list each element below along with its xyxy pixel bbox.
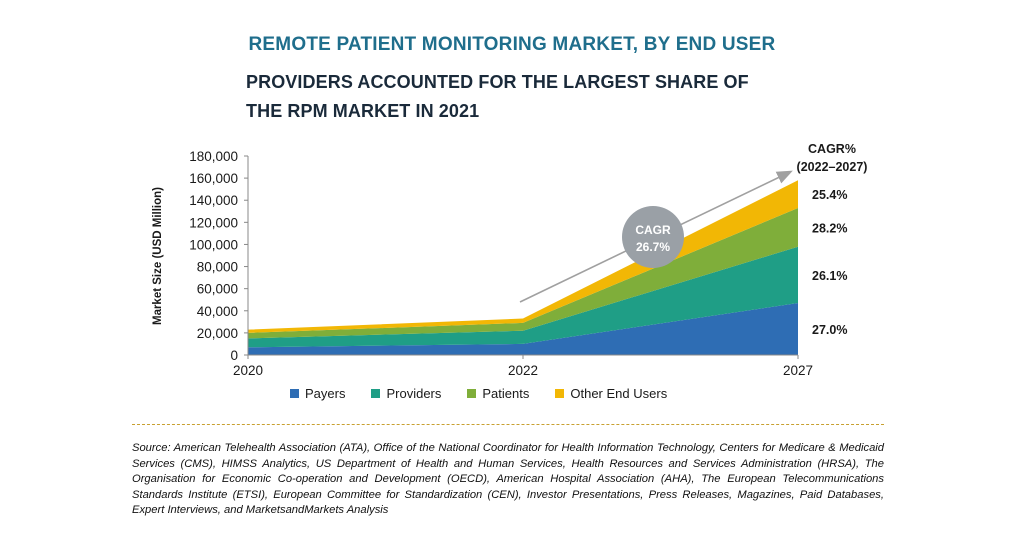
legend-label: Other End Users bbox=[570, 386, 668, 401]
cagr-bubble-label: CAGR bbox=[635, 223, 671, 237]
area-payers bbox=[248, 303, 798, 355]
x-tick-label: 2020 bbox=[233, 363, 263, 378]
x-tick-label: 2022 bbox=[508, 363, 538, 378]
y-tick-label: 40,000 bbox=[197, 304, 238, 319]
legend-swatch bbox=[467, 389, 477, 398]
cagr-header: CAGR% bbox=[808, 142, 856, 156]
area-providers bbox=[248, 246, 798, 348]
y-tick-label: 100,000 bbox=[189, 237, 238, 252]
series-cagr-label: 28.2% bbox=[812, 221, 847, 235]
source-divider bbox=[132, 424, 884, 425]
legend-item: Patients bbox=[467, 386, 529, 401]
y-tick-label: 120,000 bbox=[189, 215, 238, 230]
subtitle-line-1: PROVIDERS ACCOUNTED FOR THE LARGEST SHAR… bbox=[246, 72, 749, 92]
legend-label: Payers bbox=[305, 386, 346, 401]
cagr-bubble bbox=[622, 206, 684, 268]
legend-item: Other End Users bbox=[555, 386, 667, 401]
subtitle-line-2: THE RPM MARKET IN 2021 bbox=[246, 101, 480, 121]
y-tick-label: 80,000 bbox=[197, 260, 238, 275]
y-tick-label: 160,000 bbox=[189, 171, 238, 186]
legend-swatch bbox=[371, 389, 381, 398]
y-tick-label: 140,000 bbox=[189, 193, 238, 208]
source-note: Source: American Telehealth Association … bbox=[132, 442, 884, 517]
y-tick-label: 60,000 bbox=[197, 282, 238, 297]
legend-item: Payers bbox=[290, 386, 345, 401]
legend-swatch bbox=[555, 389, 565, 398]
cagr-bubble-value: 26.7% bbox=[636, 240, 670, 254]
y-tick-label: 20,000 bbox=[197, 326, 238, 341]
series-cagr-label: 26.1% bbox=[812, 269, 847, 283]
series-cagr-label: 27.0% bbox=[812, 323, 847, 337]
legend-swatch bbox=[290, 389, 299, 398]
legend-label: Providers bbox=[386, 386, 442, 401]
chart-subtitle: PROVIDERS ACCOUNTED FOR THE LARGEST SHAR… bbox=[246, 68, 749, 126]
cagr-period: (2022–2027) bbox=[797, 160, 868, 174]
area-patients bbox=[248, 208, 798, 339]
series-cagr-label: 25.4% bbox=[812, 188, 847, 202]
chart-legend: Payers Providers Patients Other End Users bbox=[290, 386, 693, 401]
x-tick-label: 2027 bbox=[783, 363, 813, 378]
y-axis-title: Market Size (USD Million) bbox=[152, 187, 164, 325]
chart-title: REMOTE PATIENT MONITORING MARKET, BY END… bbox=[248, 34, 776, 55]
y-tick-label: 0 bbox=[230, 348, 238, 363]
legend-item: Providers bbox=[371, 386, 441, 401]
legend-label: Patients bbox=[482, 386, 530, 401]
y-tick-label: 180,000 bbox=[189, 149, 238, 164]
